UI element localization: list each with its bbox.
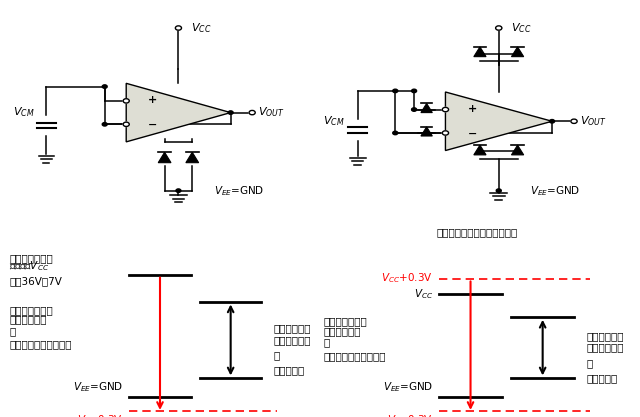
Polygon shape (158, 152, 171, 163)
Circle shape (228, 111, 233, 114)
Text: 使用している電源電圧に依存: 使用している電源電圧に依存 (436, 227, 517, 237)
Polygon shape (126, 83, 230, 142)
Text: 電源電圧$V_{CC}$: 電源電圧$V_{CC}$ (10, 259, 50, 273)
Text: $V_{CC}$: $V_{CC}$ (191, 21, 211, 35)
Text: $V_{EE}$-0.3V: $V_{EE}$-0.3V (387, 413, 433, 417)
Circle shape (102, 123, 107, 126)
Text: $V_{OUT}$: $V_{OUT}$ (259, 106, 285, 120)
Polygon shape (474, 145, 486, 155)
Text: 電気的特性の: 電気的特性の (586, 331, 624, 341)
Text: $V_{EE}$-0.3V: $V_{EE}$-0.3V (77, 413, 123, 417)
Text: 動作しない領域も含む: 動作しない領域も含む (10, 339, 72, 349)
Polygon shape (511, 145, 524, 155)
Text: +: + (467, 104, 477, 114)
Circle shape (176, 189, 181, 192)
Circle shape (102, 85, 107, 88)
Text: 正常に動作: 正常に動作 (274, 366, 305, 376)
Circle shape (496, 189, 501, 192)
Text: 絶対最大定格の: 絶対最大定格の (10, 253, 53, 263)
Text: 動作しない領域も含む: 動作しない領域も含む (323, 351, 386, 361)
Circle shape (123, 122, 129, 126)
Circle shape (393, 89, 398, 93)
Text: ＝: ＝ (586, 358, 593, 368)
Text: $V_{EE}$=GND: $V_{EE}$=GND (383, 380, 433, 394)
Text: 同相入力範囲: 同相入力範囲 (586, 343, 624, 353)
Circle shape (123, 99, 129, 103)
Text: $V_{EE}$=GND: $V_{EE}$=GND (530, 184, 580, 198)
Text: −: − (148, 120, 157, 130)
Text: $V_{CC}$+0.3V: $V_{CC}$+0.3V (381, 271, 433, 286)
Text: 絶対最大定格の: 絶対最大定格の (323, 317, 367, 327)
Text: 同相入力範囲: 同相入力範囲 (323, 326, 360, 336)
Text: 絶対最大定格の: 絶対最大定格の (10, 305, 53, 315)
Polygon shape (421, 103, 433, 113)
Text: $V_{EE}$=GND: $V_{EE}$=GND (214, 184, 264, 198)
Circle shape (412, 108, 417, 111)
Polygon shape (474, 47, 486, 57)
Circle shape (412, 89, 417, 93)
Circle shape (175, 26, 182, 30)
Text: −: − (467, 128, 477, 138)
Text: $V_{OUT}$: $V_{OUT}$ (580, 114, 607, 128)
Text: $V_{CM}$: $V_{CM}$ (13, 106, 34, 120)
Text: 同相入力範囲: 同相入力範囲 (10, 314, 47, 324)
Polygon shape (445, 92, 552, 151)
Text: 正常に動作: 正常に動作 (586, 373, 618, 383)
Text: $V_{CC}$: $V_{CC}$ (413, 287, 433, 301)
Circle shape (442, 108, 449, 112)
Text: 電気的特性の: 電気的特性の (274, 324, 311, 334)
Circle shape (571, 119, 577, 123)
Polygon shape (511, 47, 524, 57)
Text: 例：36V，7V: 例：36V，7V (10, 276, 62, 286)
Text: ＝: ＝ (274, 350, 280, 360)
Polygon shape (421, 127, 433, 136)
Text: $V_{CM}$: $V_{CM}$ (323, 114, 345, 128)
Text: 同相入力範囲: 同相入力範囲 (274, 335, 311, 345)
Circle shape (393, 131, 398, 135)
Text: ＝: ＝ (323, 338, 330, 348)
Text: +: + (148, 95, 157, 106)
Polygon shape (186, 152, 198, 163)
Circle shape (550, 120, 555, 123)
Text: $V_{EE}$=GND: $V_{EE}$=GND (73, 380, 123, 394)
Circle shape (249, 111, 255, 115)
Circle shape (442, 131, 449, 135)
Text: ＝: ＝ (10, 326, 16, 336)
Circle shape (495, 26, 502, 30)
Text: $V_{CC}$: $V_{CC}$ (511, 21, 532, 35)
